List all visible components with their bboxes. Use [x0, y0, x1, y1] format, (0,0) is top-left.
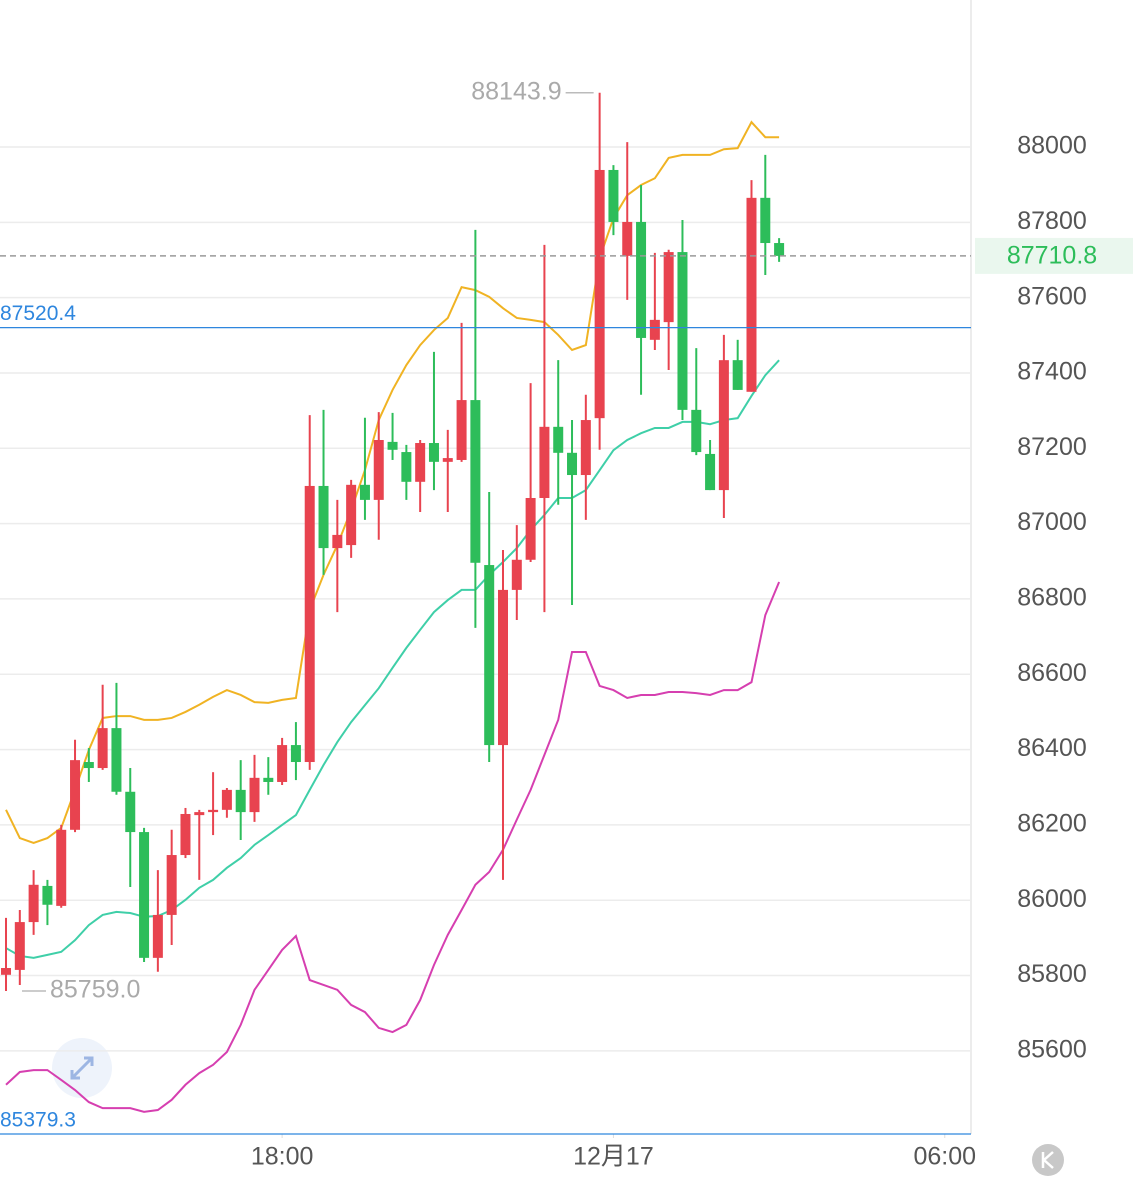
y-tick-label: 86200 [1017, 810, 1087, 838]
candle-body [677, 252, 688, 410]
candle-body [663, 252, 674, 323]
expand-button[interactable] [52, 1038, 112, 1098]
candle-body [14, 922, 25, 970]
candle-body [111, 728, 122, 792]
candle-body [194, 812, 205, 816]
candle-body [277, 745, 288, 782]
candle-body [139, 832, 150, 958]
y-tick-label: 87400 [1017, 358, 1087, 386]
candle-body [373, 440, 384, 500]
candle-body [511, 559, 522, 590]
k-button[interactable] [1032, 1144, 1064, 1176]
last-price-bg [975, 237, 1133, 274]
y-tick-label: 85800 [1017, 960, 1087, 988]
candle-body [705, 453, 716, 491]
candle-body [732, 360, 743, 390]
band-line [5, 359, 780, 959]
max-label: 88143.9 [471, 77, 561, 105]
candle-body [746, 197, 757, 392]
candle-body [263, 777, 274, 782]
candle-body [649, 319, 660, 340]
min-label: 85759.0 [50, 976, 140, 1004]
last-price-label: 87710.8 [1007, 242, 1097, 270]
candle-body [525, 498, 536, 560]
y-tick-label: 86800 [1017, 584, 1087, 612]
candle-body [56, 829, 67, 906]
candle-body [152, 914, 163, 958]
candle-body [580, 420, 591, 476]
candle-body [166, 855, 177, 915]
candle-body [235, 789, 246, 813]
y-tick-label: 86400 [1017, 734, 1087, 762]
candle-body [332, 534, 343, 549]
candle-body [401, 452, 412, 482]
band-line [5, 120, 780, 845]
candle-body [221, 789, 232, 810]
candle-body [1, 968, 12, 975]
candle-body [28, 884, 39, 923]
k-icon [1041, 1151, 1054, 1169]
candle-body [359, 484, 370, 500]
y-tick-label: 87600 [1017, 282, 1087, 310]
candle-body [318, 485, 329, 549]
candle-body [346, 484, 357, 546]
candle-body [97, 728, 108, 769]
candle-body [539, 426, 550, 499]
candle-body [428, 443, 439, 462]
y-tick-label: 87000 [1017, 508, 1087, 536]
x-tick-label: 06:00 [913, 1143, 976, 1171]
candle-body [83, 762, 94, 769]
ref-label: 87520.4 [0, 302, 76, 325]
y-tick-label: 88000 [1017, 132, 1087, 160]
candle-body [774, 243, 785, 256]
expand-icon [70, 1056, 94, 1080]
candle-body [387, 441, 398, 450]
candle-body [70, 760, 81, 830]
candle-body [415, 443, 426, 482]
candle-body [497, 589, 508, 746]
candle-body [208, 809, 219, 813]
candle-body [567, 452, 578, 476]
y-tick-label: 86000 [1017, 885, 1087, 913]
y-tick-label: 87800 [1017, 207, 1087, 235]
candle-body [249, 777, 260, 813]
candle-body [442, 458, 453, 462]
candle-body [125, 791, 136, 833]
candle-body [42, 885, 53, 905]
y-tick-label: 85600 [1017, 1035, 1087, 1063]
candle-body [760, 197, 771, 244]
band-line [5, 581, 781, 1113]
x-tick-label: 18:00 [251, 1143, 314, 1171]
y-tick-label: 87200 [1017, 433, 1087, 461]
candle-body [718, 360, 729, 491]
candle-body [553, 426, 564, 453]
candle-body [456, 400, 467, 460]
candle-body [290, 745, 301, 763]
ref-label: 85379.3 [0, 1109, 76, 1132]
candle-body [484, 565, 495, 746]
candle-body [304, 485, 315, 763]
candle-body [594, 169, 605, 419]
candle-body [470, 400, 481, 563]
candle-body [622, 221, 633, 256]
y-tick-label: 86600 [1017, 659, 1087, 687]
x-tick-label: 12月17 [573, 1143, 654, 1171]
candle-body [691, 409, 702, 453]
candle-body [608, 169, 619, 222]
candle-body [636, 221, 647, 338]
candle-body [180, 813, 191, 856]
k-bg [1032, 1144, 1064, 1176]
